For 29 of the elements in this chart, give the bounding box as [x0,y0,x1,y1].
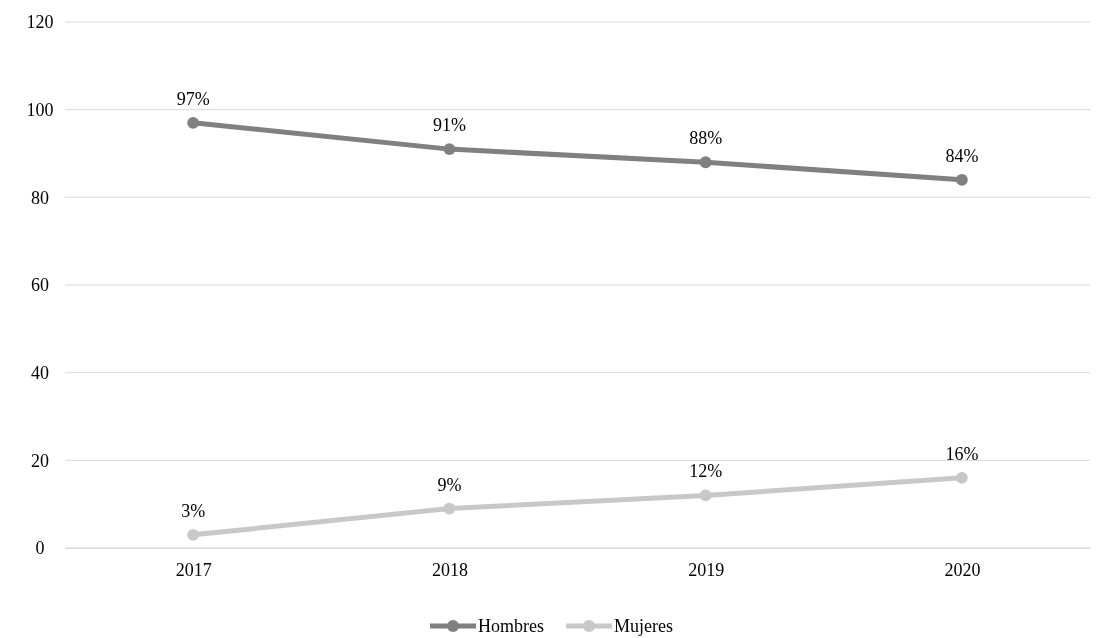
point [443,502,456,515]
point [187,116,200,129]
data-label: 16% [945,443,979,464]
data-label: 88% [689,128,723,149]
data-label: 9% [437,474,462,495]
data-label: 3% [181,500,206,521]
x-tick-label: 2020 [944,560,981,581]
data-label: 12% [689,461,723,482]
point [699,156,712,169]
data-label: 84% [945,145,979,166]
y-tick-label: 20 [31,450,49,471]
y-tick-label: 120 [26,12,54,33]
y-tick-label: 80 [31,187,49,208]
point [443,143,456,156]
legend-label: Hombres [478,616,545,637]
point [699,489,712,502]
y-tick-label: 60 [31,275,49,296]
point [955,173,968,186]
y-tick-label: 40 [31,362,49,383]
y-tick-label: 0 [35,538,45,559]
y-tick-label: 100 [26,99,54,120]
x-tick-label: 2017 [175,560,212,581]
x-tick-label: 2018 [431,560,468,581]
data-label: 97% [176,88,210,109]
legend-label: Mujeres [614,616,673,637]
data-label: 91% [432,115,466,136]
point [955,471,968,484]
point [187,528,200,541]
x-tick-label: 2019 [688,560,725,581]
